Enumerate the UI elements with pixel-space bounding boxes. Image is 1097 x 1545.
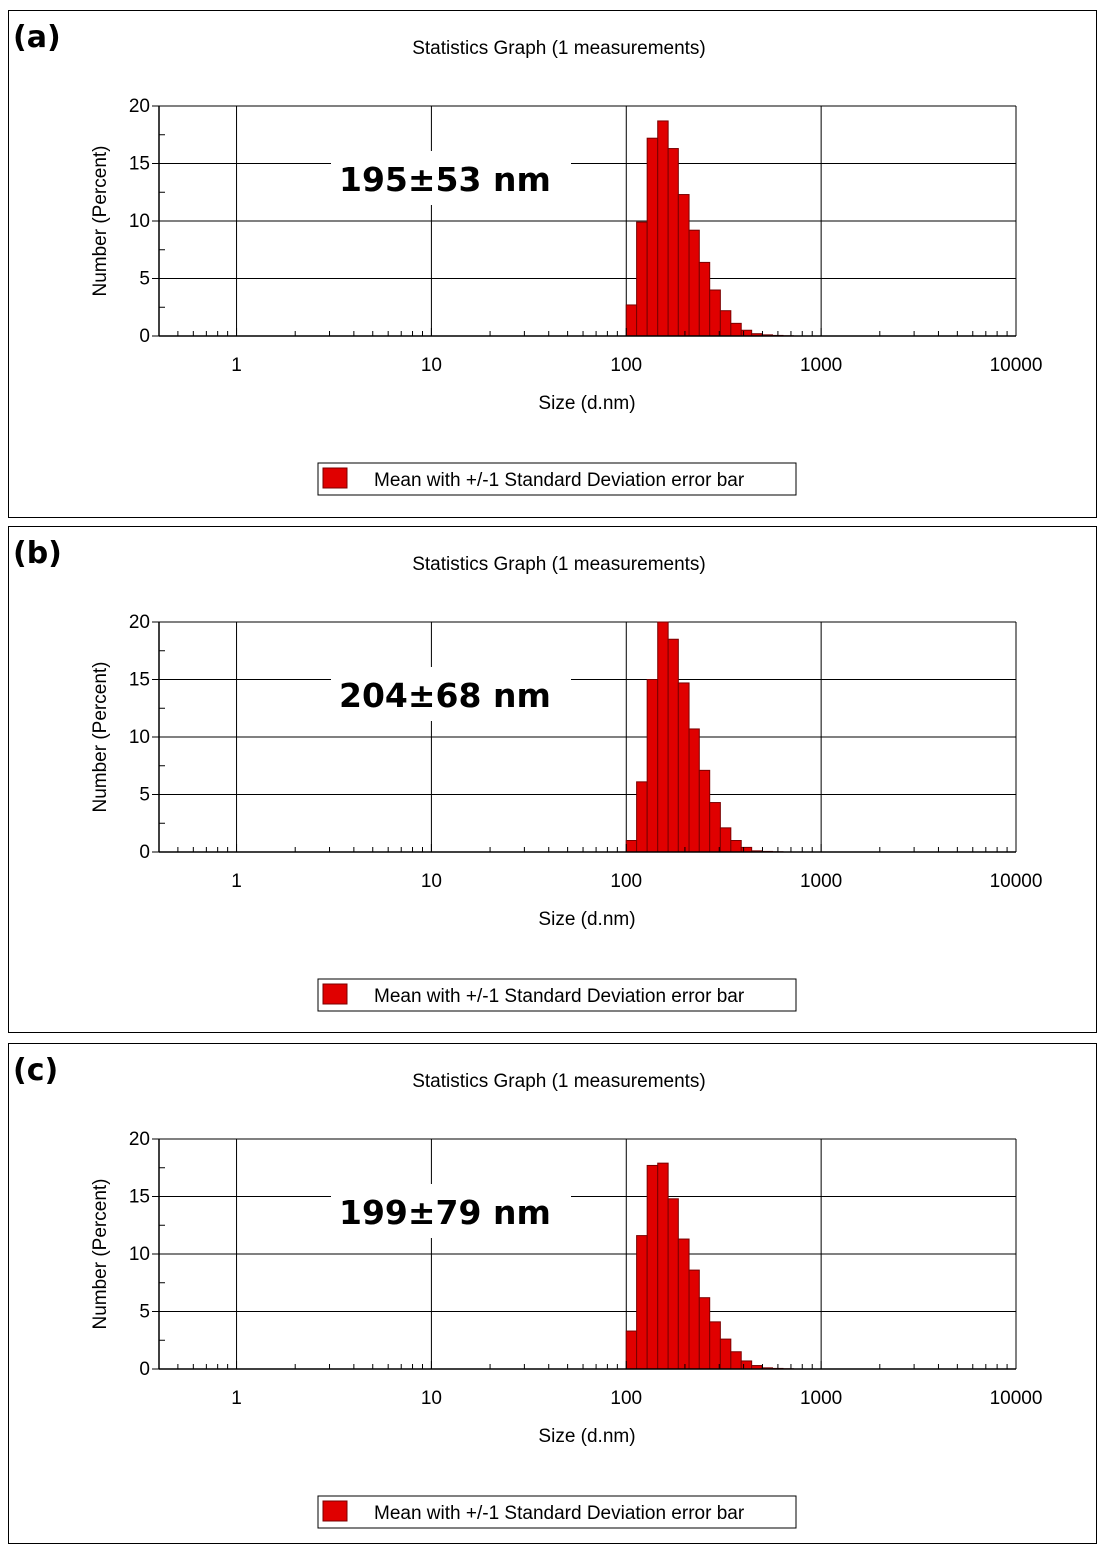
y-tick-label: 0	[139, 842, 150, 863]
size-annotation: 195±53 nm	[339, 160, 551, 199]
chart-title: Statistics Graph (1 measurements)	[412, 38, 706, 59]
histogram-bar	[741, 330, 751, 336]
y-tick-label: 15	[129, 1187, 150, 1208]
histogram-bar	[678, 683, 689, 852]
panel-label: (a)	[13, 20, 61, 55]
histogram-bar	[678, 195, 689, 336]
y-tick-label: 0	[139, 1359, 150, 1380]
histogram-bar	[647, 1165, 658, 1369]
histogram-bar	[658, 622, 668, 852]
histogram-bar	[637, 782, 648, 852]
y-tick-label: 0	[139, 326, 150, 347]
size-annotation: 204±68 nm	[339, 676, 551, 715]
histogram-bar	[637, 222, 648, 336]
chart-title: Statistics Graph (1 measurements)	[412, 1071, 706, 1092]
panel-label: (b)	[13, 536, 62, 571]
x-tick-label: 10	[421, 1388, 442, 1409]
size-annotation: 199±79 nm	[339, 1193, 551, 1232]
x-tick-label: 100	[610, 1388, 642, 1409]
histogram-bar	[689, 1270, 699, 1369]
chart-svg-a: (a) Statistics Graph (1 measurements) 195±…	[9, 11, 1097, 519]
y-tick-label: 5	[139, 269, 150, 290]
histogram-bar	[626, 1331, 636, 1369]
legend-swatch	[323, 468, 347, 488]
histogram-bar	[699, 770, 709, 852]
histogram-bar	[668, 149, 678, 336]
histogram-bar	[710, 803, 721, 852]
legend-label: Mean with +/-1 Standard Deviation error …	[374, 986, 745, 1007]
y-axis-title: Number (Percent)	[90, 146, 111, 297]
histogram-bar	[699, 1298, 709, 1369]
y-tick-label: 10	[129, 727, 150, 748]
y-tick-label: 20	[129, 612, 150, 633]
x-tick-label: 1000	[800, 355, 842, 376]
histogram-bar	[741, 1361, 751, 1369]
panel-label: (c)	[13, 1053, 58, 1088]
chart-panel-a: (a) Statistics Graph (1 measurements) 195±…	[8, 10, 1097, 518]
histogram-bar	[637, 1236, 648, 1369]
histogram-bar	[658, 121, 668, 336]
x-tick-label: 1	[231, 355, 242, 376]
histogram-bar	[668, 1199, 678, 1369]
histogram-bar	[658, 1163, 668, 1369]
histogram-bar	[720, 311, 730, 336]
legend-label: Mean with +/-1 Standard Deviation error …	[374, 1503, 745, 1524]
x-tick-label: 10000	[990, 355, 1043, 376]
histogram-bar	[678, 1239, 689, 1369]
histogram-bar	[731, 323, 741, 336]
y-tick-label: 10	[129, 211, 150, 232]
histogram-bar	[720, 828, 730, 852]
histogram-bar	[647, 138, 658, 336]
legend-swatch	[323, 984, 347, 1004]
y-tick-label: 15	[129, 154, 150, 175]
x-tick-label: 100	[610, 871, 642, 892]
chart-title: Statistics Graph (1 measurements)	[412, 554, 706, 575]
x-tick-label: 10000	[990, 1388, 1043, 1409]
x-axis-title: Size (d.nm)	[538, 1426, 635, 1447]
y-tick-label: 20	[129, 1129, 150, 1150]
histogram-bar	[710, 290, 721, 336]
chart-svg-b: (b) Statistics Graph (1 measurements) 204±…	[9, 527, 1097, 1034]
x-tick-label: 10	[421, 871, 442, 892]
histogram-bar	[699, 262, 709, 336]
x-axis-title: Size (d.nm)	[538, 393, 635, 414]
histogram-bar	[731, 1352, 741, 1369]
histogram-bar	[668, 639, 678, 852]
x-tick-label: 1	[231, 1388, 242, 1409]
y-tick-label: 20	[129, 96, 150, 117]
legend-label: Mean with +/-1 Standard Deviation error …	[374, 470, 745, 491]
histogram-bar	[647, 680, 658, 853]
histogram-bar	[689, 729, 699, 852]
histogram-bar	[710, 1322, 721, 1369]
chart-panel-b: (b) Statistics Graph (1 measurements) 204±…	[8, 526, 1097, 1033]
x-tick-label: 1000	[800, 1388, 842, 1409]
histogram-bar	[626, 305, 636, 336]
histogram-bar	[720, 1339, 730, 1369]
y-axis-title: Number (Percent)	[90, 1179, 111, 1330]
x-tick-label: 100	[610, 355, 642, 376]
y-tick-label: 5	[139, 1302, 150, 1323]
y-tick-label: 10	[129, 1244, 150, 1265]
y-axis-title: Number (Percent)	[90, 662, 111, 813]
x-tick-label: 10	[421, 355, 442, 376]
chart-svg-c: (c) Statistics Graph (1 measurements) 199±…	[9, 1044, 1097, 1545]
x-tick-label: 1	[231, 871, 242, 892]
y-tick-label: 15	[129, 670, 150, 691]
histogram-bar	[626, 841, 636, 853]
y-tick-label: 5	[139, 785, 150, 806]
x-tick-label: 10000	[990, 871, 1043, 892]
x-axis-title: Size (d.nm)	[538, 909, 635, 930]
x-tick-label: 1000	[800, 871, 842, 892]
histogram-bar	[731, 841, 741, 853]
legend-swatch	[323, 1501, 347, 1521]
histogram-bar	[689, 230, 699, 336]
chart-panel-c: (c) Statistics Graph (1 measurements) 199±…	[8, 1043, 1097, 1544]
